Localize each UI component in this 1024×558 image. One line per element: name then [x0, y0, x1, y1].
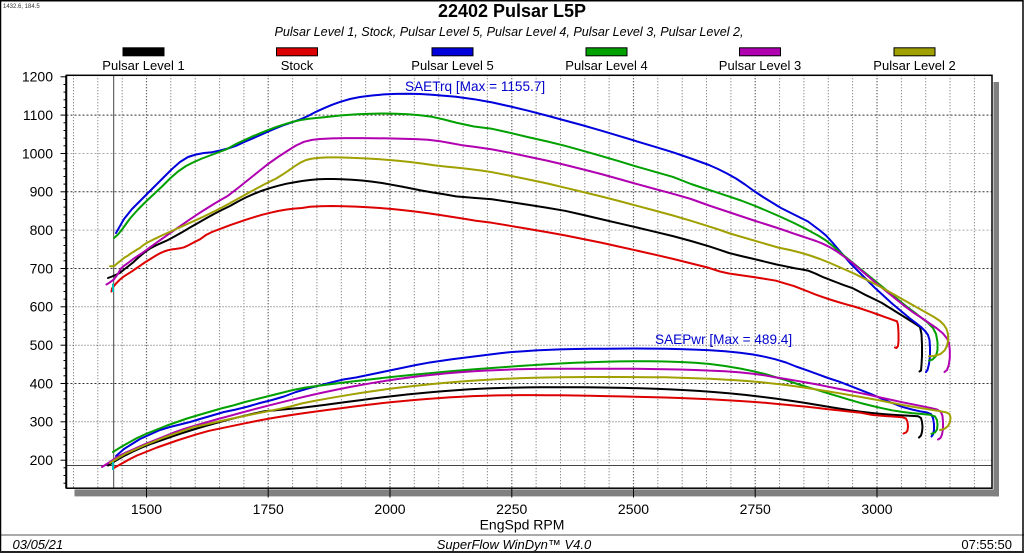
- svg-text:2000: 2000: [374, 501, 405, 517]
- svg-text:03/05/21: 03/05/21: [13, 537, 64, 552]
- svg-text:1500: 1500: [131, 501, 162, 517]
- svg-text:Pulsar Level 5: Pulsar Level 5: [411, 58, 493, 73]
- svg-text:2750: 2750: [740, 501, 771, 517]
- svg-text:600: 600: [30, 299, 54, 315]
- svg-text:EngSpd RPM: EngSpd RPM: [480, 517, 565, 533]
- svg-text:2500: 2500: [618, 501, 649, 517]
- svg-text:1432.6, 184.5: 1432.6, 184.5: [3, 4, 40, 10]
- svg-text:2250: 2250: [496, 501, 527, 517]
- svg-text:200: 200: [30, 452, 54, 468]
- svg-text:400: 400: [30, 375, 54, 391]
- svg-text:07:55:50: 07:55:50: [961, 537, 1012, 552]
- svg-text:SuperFlow WinDyn™ V4.0: SuperFlow WinDyn™ V4.0: [437, 537, 592, 552]
- svg-text:1000: 1000: [22, 145, 53, 161]
- svg-text:500: 500: [30, 337, 54, 353]
- svg-text:SAETrq [Max = 1155.7]: SAETrq [Max = 1155.7]: [405, 79, 545, 94]
- svg-text:Pulsar Level 1: Pulsar Level 1: [102, 58, 184, 73]
- svg-text:Pulsar Level 4: Pulsar Level 4: [565, 58, 647, 73]
- svg-text:Stock: Stock: [281, 58, 314, 73]
- svg-text:SAEPwr [Max = 489.4]: SAEPwr [Max = 489.4]: [655, 332, 792, 347]
- svg-text:700: 700: [30, 260, 54, 276]
- svg-text:Pulsar Level 3: Pulsar Level 3: [719, 58, 801, 73]
- svg-text:900: 900: [30, 184, 54, 200]
- svg-text:1200: 1200: [22, 69, 53, 85]
- svg-text:Pulsar Level 1, Stock, Pulsar: Pulsar Level 1, Stock, Pulsar Level 5, P…: [274, 25, 743, 39]
- svg-text:3000: 3000: [861, 501, 892, 517]
- svg-text:22402 Pulsar L5P: 22402 Pulsar L5P: [438, 1, 586, 21]
- svg-text:1100: 1100: [23, 107, 53, 123]
- svg-text:1750: 1750: [253, 501, 284, 517]
- svg-text:Pulsar Level 2: Pulsar Level 2: [873, 58, 955, 73]
- svg-text:800: 800: [30, 222, 54, 238]
- svg-text:300: 300: [30, 414, 54, 430]
